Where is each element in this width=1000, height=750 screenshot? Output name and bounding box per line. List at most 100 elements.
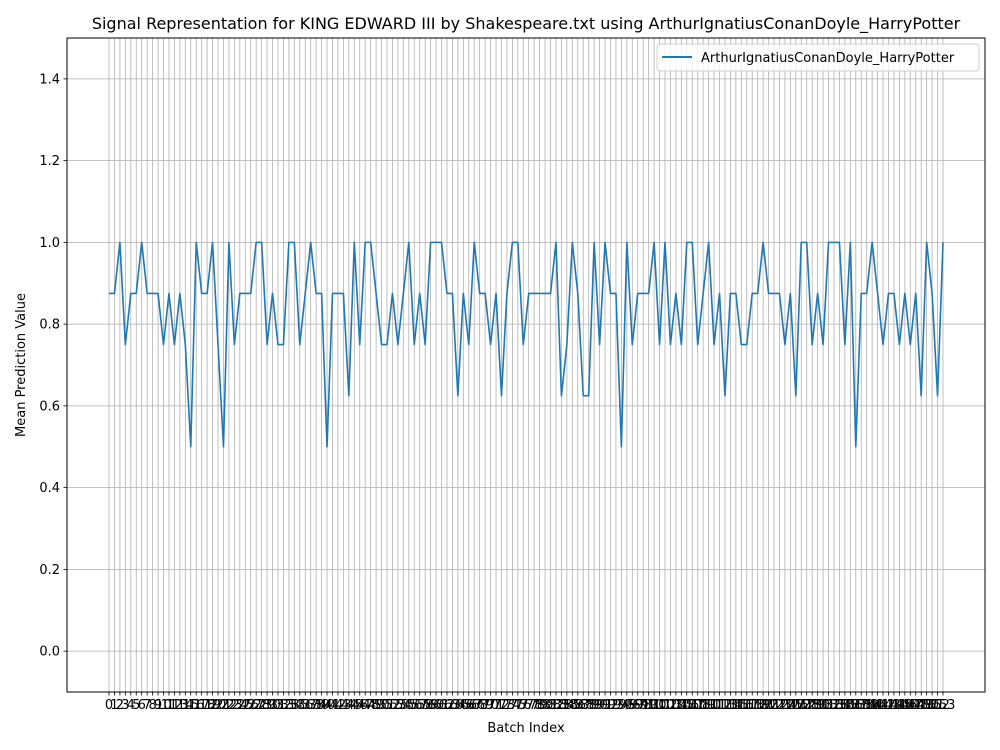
x-tick-label: 73 [499,698,516,713]
x-tick-label: 42 [330,698,347,713]
x-tick-label: 123 [767,698,792,713]
x-tick-label: 62 [439,698,456,713]
x-tick-label: 151 [920,698,945,713]
x-tick-label: 137 [843,698,868,713]
x-tick-label: 18 [199,698,216,713]
x-tick-label: 15 [182,698,199,713]
x-tick-label: 100 [642,698,667,713]
x-tick-label: 108 [685,698,710,713]
x-tick-label: 152 [925,698,950,713]
x-tick-label: 97 [629,698,646,713]
x-tick-label: 47 [357,698,374,713]
x-tick-label: 50 [373,698,390,713]
x-tick-label: 113 [713,698,738,713]
x-tick-label: 106 [674,698,699,713]
x-tick-label: 1 [110,698,118,713]
y-tick-label: 0.4 [39,481,60,496]
x-tick-label: 10 [155,698,172,713]
x-tick-label: 61 [433,698,450,713]
x-tick-label: 132 [816,698,841,713]
x-tick-label: 80 [537,698,554,713]
x-tick-label: 102 [653,698,678,713]
x-tick-label: 131 [811,698,836,713]
x-tick-label: 87 [575,698,592,713]
x-tick-label: 7 [143,698,151,713]
x-tick-label: 38 [308,698,325,713]
x-tick-label: 20 [210,698,227,713]
x-tick-label: 25 [237,698,254,713]
x-tick-label: 67 [466,698,483,713]
x-tick-label: 92 [602,698,619,713]
x-tick-label: 116 [729,698,754,713]
x-tick-label: 51 [379,698,396,713]
x-tick-label: 60 [428,698,445,713]
x-tick-label: 139 [854,698,879,713]
x-tick-label: 75 [510,698,527,713]
x-tick-label: 28 [253,698,270,713]
plot-frame [66,37,986,693]
x-tick-label: 41 [324,698,341,713]
x-tick-label: 119 [745,698,770,713]
x-tick-label: 138 [849,698,874,713]
x-tick-label: 121 [756,698,781,713]
x-tick-label: 53 [390,698,407,713]
legend-box [656,43,980,72]
x-tick-label: 24 [232,698,249,713]
x-tick-label: 105 [669,698,694,713]
x-tick-label: 134 [827,698,852,713]
x-tick-label: 112 [707,698,732,713]
x-tick-label: 46 [351,698,368,713]
x-tick-label: 84 [559,698,576,713]
x-tick-label: 56 [406,698,423,713]
x-tick-label: 128 [794,698,819,713]
x-tick-label: 107 [680,698,705,713]
x-tick-label: 136 [838,698,863,713]
x-tick-label: 91 [597,698,614,713]
x-tick-label: 126 [783,698,808,713]
x-tick-label: 52 [384,698,401,713]
x-tick-label: 120 [751,698,776,713]
x-tick-label: 59 [422,698,439,713]
x-tick-label: 109 [691,698,716,713]
x-tick-label: 13 [172,698,189,713]
x-tick-label: 103 [658,698,683,713]
x-tick-label: 130 [805,698,830,713]
x-tick-label: 69 [477,698,494,713]
x-tick-label: 82 [548,698,565,713]
x-tick-label: 66 [460,698,477,713]
x-tick-label: 58 [417,698,434,713]
x-tick-label: 9 [154,698,162,713]
x-tick-label: 2 [116,698,124,713]
legend-label: ArthurIgnatiusConanDoyle_HarryPotter [701,51,955,66]
x-tick-label: 23 [226,698,243,713]
x-tick-label: 150 [914,698,939,713]
x-tick-label: 141 [865,698,890,713]
x-tick-label: 19 [204,698,221,713]
x-tick-label: 4 [127,698,135,713]
x-tick-label: 118 [740,698,765,713]
x-tick-label: 98 [635,698,652,713]
x-tick-label: 142 [871,698,896,713]
x-tick-label: 16 [188,698,205,713]
x-tick-label: 71 [488,698,505,713]
x-tick-label: 27 [248,698,265,713]
x-tick-label: 104 [663,698,688,713]
x-tick-label: 90 [591,698,608,713]
x-tick-label: 55 [401,698,418,713]
series-line [109,241,944,448]
x-tick-label: 74 [504,698,521,713]
x-tick-label: 115 [723,698,748,713]
x-tick-label: 78 [526,698,543,713]
y-tick-label: 0.6 [39,399,60,414]
x-tick-label: 70 [482,698,499,713]
x-tick-label: 40 [319,698,336,713]
x-tick-label: 147 [898,698,923,713]
x-tick-label: 3 [121,698,129,713]
x-tick-label: 81 [542,698,559,713]
x-tick-label: 85 [564,698,581,713]
x-tick-label: 45 [346,698,363,713]
y-tick-label: 1.0 [39,236,60,251]
x-tick-label: 117 [734,698,759,713]
x-tick-label: 22 [221,698,238,713]
